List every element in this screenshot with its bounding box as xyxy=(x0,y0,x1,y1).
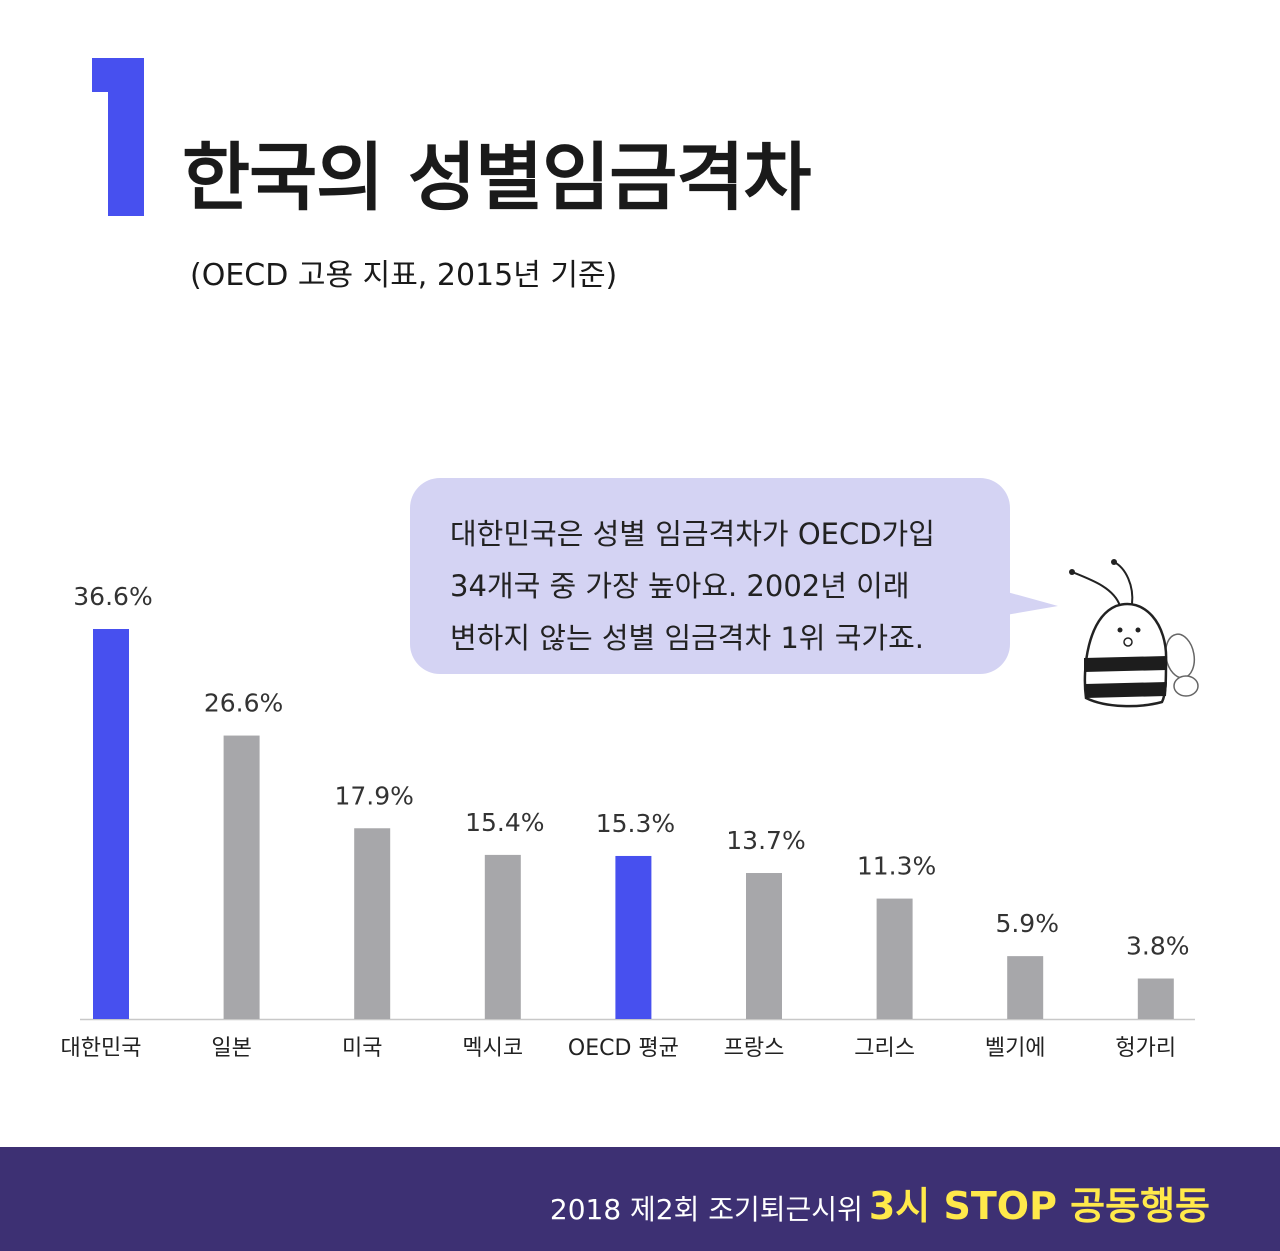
footer-event-name: 2018 제2회 조기퇴근시위 xyxy=(549,1193,863,1226)
footer-banner: 2018 제2회 조기퇴근시위 3시 STOP 공동행동 xyxy=(0,1147,1280,1251)
category-label: 그리스 xyxy=(854,1036,915,1061)
page-title: 한국의 성별임금격차 xyxy=(182,135,811,221)
category-label: 프랑스 xyxy=(724,1036,785,1061)
value-label: 5.9% xyxy=(995,909,1059,938)
bar-chart: 36.6% 대한민국 26.6% 일본 17.9% 미국 15.4% 멕시코 15.3% OECD… xyxy=(61,582,1195,1061)
category-label: 헝가리 xyxy=(1115,1036,1176,1061)
bee-mascot-icon xyxy=(1069,559,1199,708)
bar-4 xyxy=(615,855,652,1019)
bar-8 xyxy=(1137,978,1174,1019)
value-label: 15.3% xyxy=(596,809,675,838)
value-label: 11.3% xyxy=(857,852,936,881)
bar-5 xyxy=(746,873,782,1019)
footer-highlight: 3시 STOP 공동행동 xyxy=(868,1184,1210,1228)
speech-bubble xyxy=(410,478,1010,674)
callout-line: 변하지 않는 성별 임금격차 1위 국가죠. xyxy=(450,621,924,655)
category-label: 벨기에 xyxy=(985,1036,1046,1061)
bar-1 xyxy=(223,735,260,1019)
category-label: 일본 xyxy=(211,1036,251,1061)
bar-6 xyxy=(876,898,913,1019)
callout-line: 34개국 중 가장 높아요. 2002년 이래 xyxy=(450,569,910,603)
callout-line: 대한민국은 성별 임금격차가 OECD가입 xyxy=(450,517,935,551)
category-label: OECD 평균 xyxy=(568,1036,679,1061)
bar-2 xyxy=(354,828,391,1019)
value-label: 3.8% xyxy=(1126,932,1190,961)
bar-0 xyxy=(93,629,129,1019)
speech-bubble-text: 대한민국은 성별 임금격차가 OECD가입 34개국 중 가장 높아요. 200… xyxy=(450,508,935,664)
category-label: 멕시코 xyxy=(462,1036,523,1061)
value-label: 26.6% xyxy=(204,689,283,718)
bar-3 xyxy=(484,854,521,1019)
speech-bubble-tail xyxy=(1000,590,1058,616)
section-number-one: 1 xyxy=(92,58,144,216)
value-label: 15.4% xyxy=(465,808,544,837)
value-label: 13.7% xyxy=(726,826,805,855)
value-label: 17.9% xyxy=(334,781,413,810)
footer-text: 2018 제2회 조기퇴근시위 3시 STOP 공동행동 xyxy=(550,1175,1210,1230)
page-subtitle: (OECD 고용 지표, 2015년 기준) xyxy=(190,258,618,293)
value-label: 36.6% xyxy=(73,582,152,611)
category-label: 대한민국 xyxy=(61,1036,142,1061)
category-label: 미국 xyxy=(342,1036,382,1061)
bar-7 xyxy=(1007,956,1044,1019)
